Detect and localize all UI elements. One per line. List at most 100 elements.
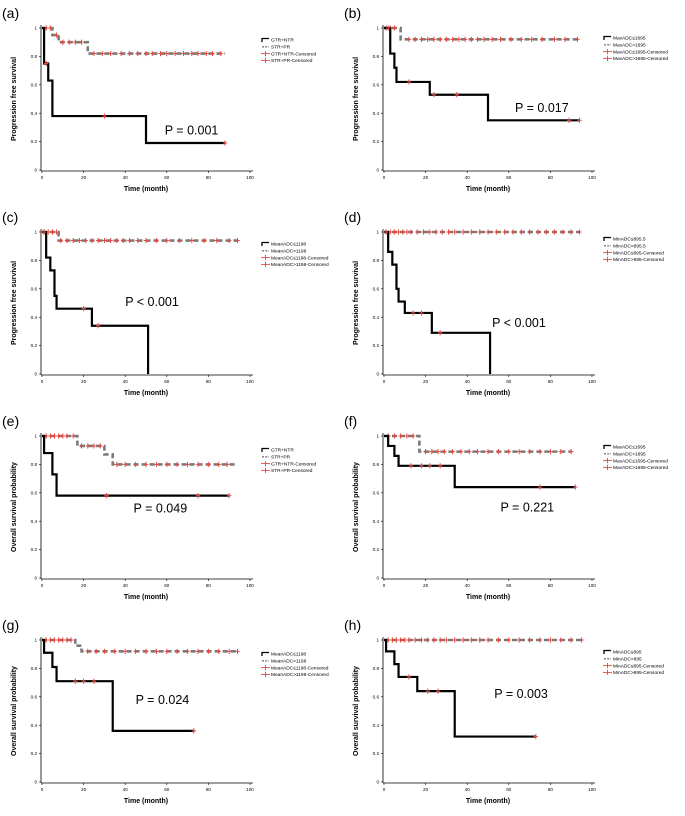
y-tick-label: 0 xyxy=(376,168,379,173)
legend-key-solid xyxy=(603,649,611,654)
p-value-annotation: P = 0.221 xyxy=(500,500,554,514)
p-value-annotation: P = 0.024 xyxy=(136,693,190,707)
panel-label: (f) xyxy=(344,413,357,429)
panel-label: (c) xyxy=(2,209,18,225)
x-tick-label: 60 xyxy=(506,175,512,180)
x-tick-label: 20 xyxy=(423,787,429,792)
y-tick-label: 0.6 xyxy=(31,82,38,87)
x-tick-label: 0 xyxy=(41,583,44,588)
km-curve-dashed-series xyxy=(384,26,580,41)
x-tick-label: 100 xyxy=(588,379,596,384)
x-tick-label: 100 xyxy=(246,175,254,180)
km-curve-solid-series xyxy=(42,26,226,145)
x-tick-label: 40 xyxy=(123,787,129,792)
x-tick-label: 0 xyxy=(41,787,44,792)
x-tick-label: 40 xyxy=(465,583,471,588)
y-tick-label: 0.6 xyxy=(373,82,380,87)
y-tick-label: 0.2 xyxy=(31,343,38,348)
legend-label: MaxADC>1695 xyxy=(613,43,646,49)
x-tick-label: 80 xyxy=(548,175,554,180)
x-tick-label: 60 xyxy=(164,175,170,180)
km-panel: (h) 0 0.2 0.4 0.6 0.8 1 0 20 40 60 80 100 Time (month… xyxy=(344,617,664,805)
p-value-annotation: P = 0.049 xyxy=(134,502,188,516)
x-tick-label: 60 xyxy=(506,379,512,384)
km-panel: (g) 0 0.2 0.4 0.6 0.8 1 0 20 40 60 80 100 Time (month… xyxy=(2,617,329,805)
x-tick-label: 80 xyxy=(548,583,554,588)
y-tick-label: 0.8 xyxy=(373,666,380,671)
y-axis-title: Progression free survival xyxy=(11,57,18,141)
y-tick-label: 0.8 xyxy=(31,258,38,263)
x-tick-label: 20 xyxy=(81,787,87,792)
x-tick-label: 20 xyxy=(423,175,429,180)
x-axis-title: Time (month) xyxy=(124,390,168,397)
y-tick-label: 0.4 xyxy=(31,519,38,524)
legend-key-solid xyxy=(603,35,611,40)
legend-key-solid xyxy=(261,37,269,42)
y-tick-label: 0.4 xyxy=(373,315,380,320)
legend-key-solid xyxy=(261,241,269,246)
p-value-annotation: P < 0.001 xyxy=(125,295,179,309)
km-curve-solid-series xyxy=(384,230,492,374)
x-tick-label: 100 xyxy=(246,379,254,384)
y-tick-label: 0 xyxy=(34,576,37,581)
y-tick-label: 1 xyxy=(34,638,37,643)
x-tick-label: 100 xyxy=(246,583,254,588)
y-axis-title: Progression free survival xyxy=(11,261,18,345)
panel-label: (b) xyxy=(344,5,361,21)
x-tick-label: 80 xyxy=(548,379,554,384)
x-tick-label: 80 xyxy=(548,787,554,792)
y-tick-label: 0.6 xyxy=(31,286,38,291)
panel-label: (g) xyxy=(2,617,19,633)
km-curve-solid-series xyxy=(384,638,536,738)
legend-label: MinADC≤895-Censored xyxy=(613,663,664,669)
y-axis-title: Overall survival probability xyxy=(353,462,360,552)
x-axis-title: Time (month) xyxy=(466,798,510,805)
y-tick-label: 0.8 xyxy=(373,258,380,263)
y-tick-label: 1 xyxy=(34,26,37,31)
legend-label: STR+PR xyxy=(271,455,291,461)
y-tick-label: 0 xyxy=(34,372,37,377)
x-tick-label: 20 xyxy=(81,175,87,180)
panel-label: (d) xyxy=(344,209,361,225)
y-tick-label: 0.2 xyxy=(373,751,380,756)
km-curve-dashed-series xyxy=(42,434,238,466)
y-tick-label: 0.4 xyxy=(31,111,38,116)
legend-label: MaxADC≤1695-Censored xyxy=(613,458,668,464)
x-tick-label: 60 xyxy=(506,787,512,792)
y-axis-title: Overall survival probability xyxy=(11,462,18,552)
legend-label: STR+PR xyxy=(271,45,291,51)
km-panel: (c) 0 0.2 0.4 0.6 0.8 1 0 20 40 60 80 100 Time (month… xyxy=(2,209,329,397)
legend-label: MaxADC>1695-Censored xyxy=(613,465,668,471)
x-axis-title: Time (month) xyxy=(466,594,510,601)
p-value-annotation: P = 0.017 xyxy=(515,101,569,115)
y-tick-label: 0.6 xyxy=(373,490,380,495)
y-tick-label: 1 xyxy=(376,434,379,439)
x-tick-label: 100 xyxy=(588,175,596,180)
legend-label: MaxADC>1695-Censored xyxy=(613,56,668,62)
legend-label: MeanADC≤1198 xyxy=(271,242,306,248)
y-tick-label: 0 xyxy=(376,372,379,377)
x-tick-label: 60 xyxy=(164,379,170,384)
legend-label: MeanADC≤1198 xyxy=(271,652,306,658)
x-tick-label: 80 xyxy=(206,175,212,180)
legend-label: MaxADC≤1695 xyxy=(613,36,646,42)
y-tick-label: 0.2 xyxy=(31,751,38,756)
x-tick-label: 0 xyxy=(383,175,386,180)
x-tick-label: 60 xyxy=(164,787,170,792)
km-panel: (b) 0 0.2 0.4 0.6 0.8 1 0 20 40 60 80 100 Time (month… xyxy=(344,5,668,193)
km-curve-dashed-series xyxy=(42,26,226,55)
y-tick-label: 0.4 xyxy=(373,723,380,728)
x-tick-label: 0 xyxy=(41,175,44,180)
legend-label: MinADC>895 xyxy=(613,657,642,663)
legend-label: MaxADC>1695 xyxy=(613,452,646,458)
x-tick-label: 0 xyxy=(383,379,386,384)
x-tick-label: 20 xyxy=(423,379,429,384)
p-value-annotation: P = 0.001 xyxy=(165,124,219,138)
x-tick-label: 40 xyxy=(123,583,129,588)
x-tick-label: 40 xyxy=(123,175,129,180)
x-tick-label: 40 xyxy=(123,379,129,384)
legend-label: MaxADC≤1695-Censored xyxy=(613,49,668,55)
y-tick-label: 1 xyxy=(376,26,379,31)
x-tick-label: 40 xyxy=(465,175,471,180)
